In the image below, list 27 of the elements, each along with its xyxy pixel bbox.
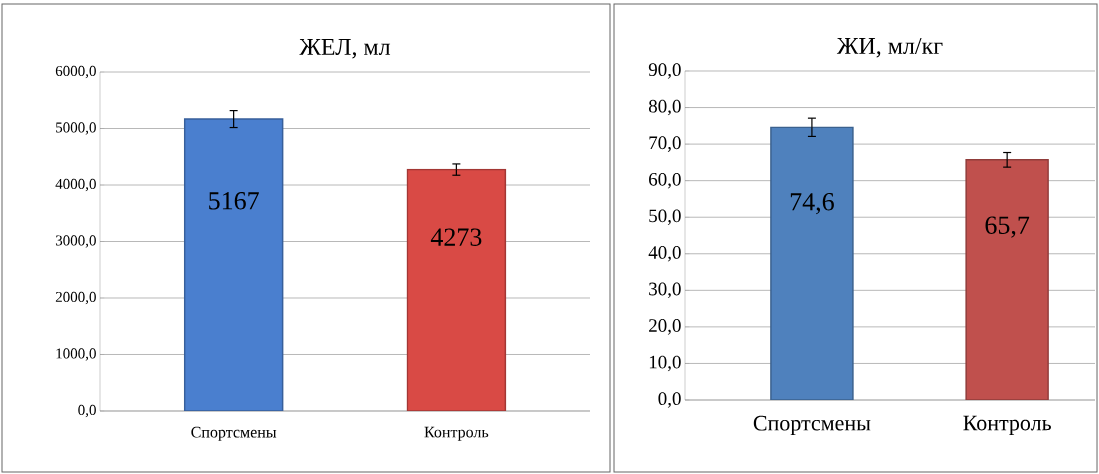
chart-title: ЖИ, мл/кг [836,37,943,58]
y-tick-label: 50,0 [649,209,681,225]
data-label: 4273 [430,228,482,246]
data-label: 74,6 [790,193,834,215]
y-tick-label: 10,0 [649,355,681,372]
chart-title: ЖЕЛ, мл [299,39,391,59]
y-tick-label: 0,0 [658,392,681,408]
y-tick-label: 6000,0 [55,65,96,79]
y-tick-label: 2000,0 [55,291,96,305]
x-tick-label: Спортсмены [753,415,871,436]
data-label: 5167 [209,192,259,210]
y-tick-label: 70,0 [649,136,681,152]
data-label: 65,7 [985,216,1030,238]
y-tick-label: 40,0 [648,246,681,262]
y-tick-label: 5000,0 [56,122,96,135]
x-tick-label: Контроль [963,415,1051,435]
y-tick-label: 80,0 [648,99,681,116]
y-tick-label: 90,0 [648,63,681,79]
y-tick-label: 30,0 [649,282,681,299]
x-tick-label: Контроль [424,426,489,441]
y-tick-label: 60,0 [649,172,681,189]
x-tick-label: Спортсмены [191,426,277,441]
y-tick-label: 20,0 [649,319,681,335]
y-tick-label: 3000,0 [55,235,96,248]
y-tick-label: 4000,0 [55,178,96,192]
y-tick-label: 0,0 [78,404,96,418]
y-tick-label: 1000,0 [56,348,96,361]
